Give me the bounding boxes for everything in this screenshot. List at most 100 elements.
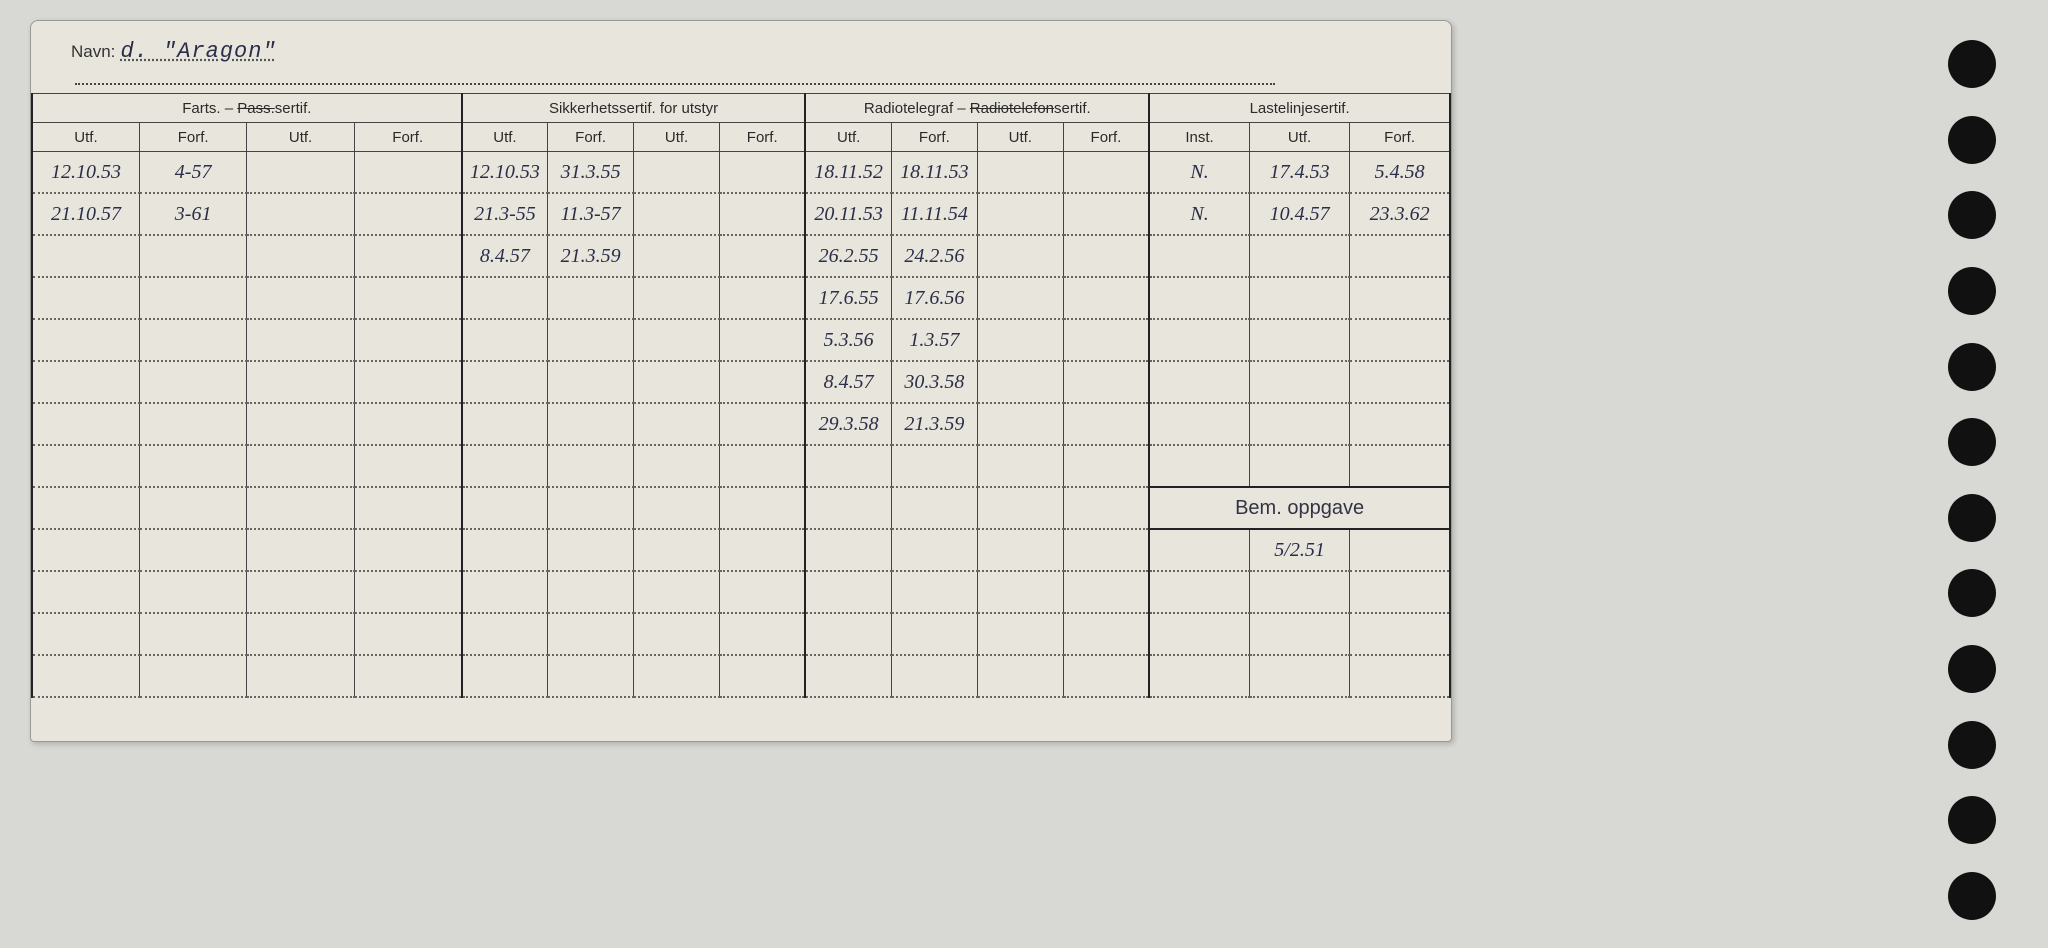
table-cell [1063,152,1149,194]
table-row: 29.3.5821.3.59 [32,403,1450,445]
table-cell [1149,613,1249,655]
binder-hole [1948,645,1996,693]
table-cell [1350,403,1450,445]
table-cell [139,445,246,487]
table-cell: 17.4.53 [1249,152,1349,194]
navn-underline [75,83,1275,85]
table-cell [1063,655,1149,697]
table-cell [1149,277,1249,319]
table-cell [720,571,806,613]
table-cell [1149,529,1249,571]
table-cell: 5/2.51 [1249,529,1349,571]
table-cell [247,655,354,697]
table-cell: 11.3-57 [548,193,634,235]
table-cell: 8.4.57 [462,235,548,277]
table-cell [977,445,1063,487]
table-cell [720,613,806,655]
table-cell [32,277,139,319]
table-cell: 24.2.56 [891,235,977,277]
table-cell [977,655,1063,697]
binder-hole [1948,418,1996,466]
binder-hole [1948,494,1996,542]
sub-utf: Utf. [634,123,720,152]
table-cell [977,319,1063,361]
table-cell [1249,445,1349,487]
table-cell [1063,487,1149,529]
table-cell: 5.3.56 [805,319,891,361]
table-cell [1063,403,1149,445]
table-cell [1249,319,1349,361]
header-farts: Farts. – Pass.sertif. [32,94,462,123]
table-cell [354,152,461,194]
table-cell [634,571,720,613]
sub-forf: Forf. [720,123,806,152]
table-cell [1063,193,1149,235]
table-cell: 10.4.57 [1249,193,1349,235]
table-cell [462,529,548,571]
table-cell [1149,571,1249,613]
table-cell [1063,361,1149,403]
binder-hole [1948,40,1996,88]
table-cell [805,487,891,529]
table-cell [247,277,354,319]
table-row: 5/2.51 [32,529,1450,571]
table-row [32,571,1450,613]
table-cell [548,655,634,697]
table-cell [139,361,246,403]
table-cell [462,319,548,361]
table-cell [1350,529,1450,571]
sub-utf: Utf. [247,123,354,152]
table-cell [354,445,461,487]
sub-inst: Inst. [1149,123,1249,152]
table-cell [1249,235,1349,277]
table-cell [32,445,139,487]
table-cell [977,152,1063,194]
table-cell [354,193,461,235]
table-cell [462,277,548,319]
table-cell [977,361,1063,403]
table-cell [805,529,891,571]
table-row: 17.6.5517.6.56 [32,277,1450,319]
table-cell: 12.10.53 [32,152,139,194]
table-cell: N. [1149,193,1249,235]
table-cell [139,655,246,697]
table-cell: 21.3.59 [548,235,634,277]
table-cell [247,152,354,194]
table-cell [1249,613,1349,655]
table-cell [1063,277,1149,319]
table-cell [1063,445,1149,487]
table-cell: 17.6.56 [891,277,977,319]
table-cell [32,235,139,277]
table-cell [891,445,977,487]
table-cell [891,487,977,529]
binder-hole [1948,116,1996,164]
table-cell [634,445,720,487]
table-cell [1149,403,1249,445]
table-cell [139,487,246,529]
sub-forf: Forf. [139,123,246,152]
table-cell: 23.3.62 [1350,193,1450,235]
table-cell [247,613,354,655]
binder-holes [1948,40,2008,920]
table-cell [1249,277,1349,319]
table-cell [634,529,720,571]
table-cell [720,655,806,697]
table-cell: 29.3.58 [805,403,891,445]
table-cell [634,235,720,277]
header-laste: Lastelinjesertif. [1149,94,1450,123]
table-cell [805,571,891,613]
table-cell [548,361,634,403]
table-cell [32,403,139,445]
table-cell [548,529,634,571]
table-cell [548,277,634,319]
table-cell [247,193,354,235]
table-cell [720,403,806,445]
navn-row: Navn: d. "Aragon" [31,21,1451,93]
table-cell [720,487,806,529]
table-cell [32,361,139,403]
table-cell [1249,403,1349,445]
table-cell [1249,571,1349,613]
table-cell [634,403,720,445]
table-cell [891,655,977,697]
table-cell [548,487,634,529]
